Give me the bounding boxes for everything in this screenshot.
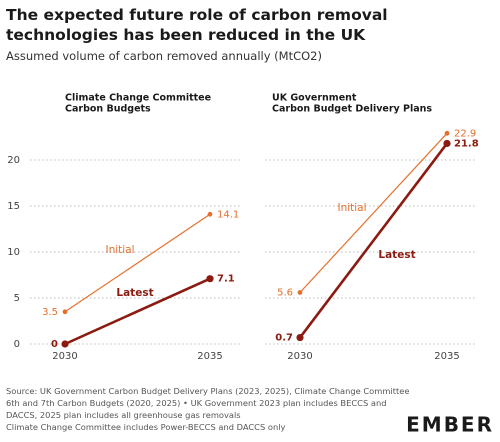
x-tick-label: 2035 [434, 351, 459, 362]
value-label: 0.7 [275, 333, 293, 344]
logo: EMBER [406, 413, 494, 437]
series-line [298, 142, 449, 339]
y-tick-label: 10 [7, 247, 20, 258]
point [443, 139, 451, 148]
series-label: Initial [337, 202, 366, 214]
series-label: Latest [116, 287, 153, 299]
y-tick-label: 5 [14, 293, 20, 304]
panel-title: UK Government [272, 93, 357, 104]
x-tick-label: 2030 [52, 351, 77, 362]
panel-title: Carbon Budget Delivery Plans [272, 104, 432, 115]
source-line: Climate Change Committee includes Power-… [6, 422, 286, 432]
point [206, 275, 214, 283]
value-label: 14.1 [217, 209, 239, 220]
x-tick-label: 2035 [197, 351, 222, 362]
point [297, 290, 303, 295]
source-line: Source: UK Government Carbon Budget Deli… [6, 386, 410, 420]
series-label: Initial [105, 244, 134, 256]
x-tick-label: 2030 [287, 351, 312, 362]
y-tick-label: 20 [7, 155, 20, 166]
y-tick-label: 0 [14, 339, 20, 350]
series-line [299, 132, 448, 293]
series-label: Latest [378, 249, 415, 261]
y-tick-label: 15 [7, 201, 20, 212]
panel-title: Climate Change Committee [65, 93, 211, 104]
value-label: 22.9 [454, 128, 476, 139]
value-label: 0 [51, 339, 58, 350]
value-label: 21.8 [454, 138, 479, 149]
point [61, 340, 69, 348]
value-label: 3.5 [42, 307, 58, 318]
series-line [64, 213, 211, 313]
value-label: 7.1 [217, 274, 235, 285]
point [207, 211, 213, 217]
panel-title: Carbon Budgets [65, 104, 151, 115]
source: Source: UK Government Carbon Budget Deli… [6, 385, 418, 433]
point [296, 333, 304, 342]
point [62, 309, 68, 315]
series-line [64, 277, 211, 346]
subtitle: Assumed volume of carbon removed annuall… [6, 49, 322, 63]
value-label: 5.6 [277, 287, 293, 298]
title: The expected future role of carbon remov… [6, 6, 388, 44]
point [444, 130, 450, 136]
